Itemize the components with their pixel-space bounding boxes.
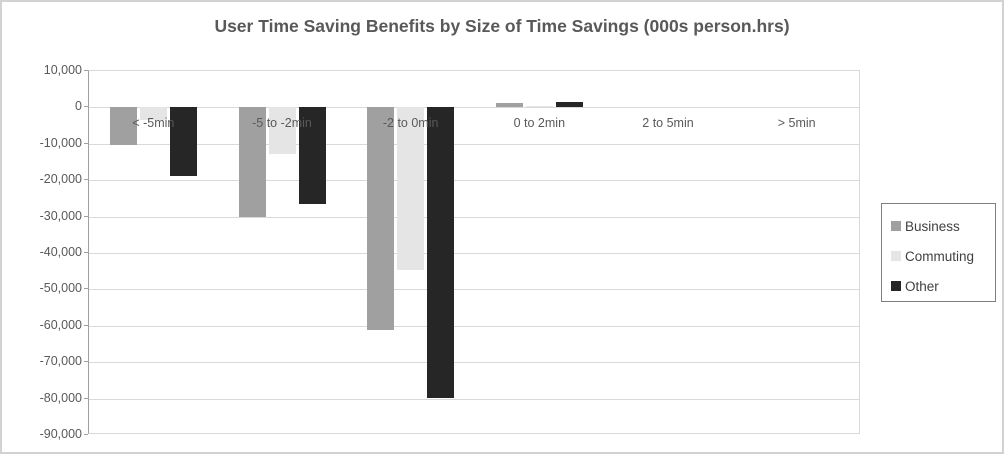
y-tick-mark (84, 252, 88, 253)
y-tick-mark (84, 434, 88, 435)
bar-other-3 (555, 101, 583, 108)
y-tick-mark (84, 106, 88, 108)
bar-commuting-0 (139, 107, 167, 121)
y-tick-mark (84, 324, 88, 326)
y-tick-label: 0 (75, 99, 82, 114)
gridline (89, 253, 859, 254)
y-tick-mark (84, 215, 88, 217)
y-tick-label: -10,000 (39, 135, 82, 150)
gridline (89, 180, 859, 182)
plot-area: < -5min -5 to -2min -2 to 0min 0 to 2min 2 t… (88, 70, 860, 434)
y-tick-label: -30,000 (39, 208, 82, 223)
legend-swatch-commuting (891, 251, 901, 261)
y-tick-label: -80,000 (39, 390, 82, 405)
bar-business-1 (238, 107, 266, 218)
gridline (89, 289, 859, 291)
y-tick-label: -60,000 (39, 317, 82, 332)
y-tick-mark (84, 70, 88, 71)
category-label: > 5min (777, 116, 816, 131)
y-axis: 10,000 0 -10,000 -20,000 -30,000 -40,000 -50,0… (2, 2, 82, 452)
gridline (89, 107, 859, 109)
legend-label: Other (905, 278, 939, 294)
y-tick-label: -70,000 (39, 354, 82, 369)
y-tick-label: -90,000 (39, 427, 82, 441)
category-label: -5 to -2min (252, 116, 312, 131)
bar-commuting-2 (397, 107, 425, 271)
y-tick-label: 10,000 (43, 63, 82, 77)
chart-title: User Time Saving Benefits by Size of Tim… (214, 16, 790, 36)
gridline (89, 398, 859, 400)
gridline (89, 143, 859, 145)
category-label: 0 to 2min (513, 116, 566, 131)
gridline (89, 362, 859, 364)
bar-other-2 (427, 107, 455, 399)
bar-business-3 (495, 103, 523, 108)
gridline (89, 216, 859, 218)
legend-label: Business (905, 218, 960, 234)
gridline (89, 325, 859, 327)
y-tick-label: -50,000 (39, 281, 82, 296)
y-tick-mark (84, 397, 88, 399)
bar-business-0 (109, 107, 137, 146)
bar-commuting-1 (268, 107, 296, 155)
legend-item-business: Business (891, 211, 995, 241)
legend-item-commuting: Commuting (891, 241, 995, 271)
y-tick-mark (84, 179, 88, 181)
y-tick-label: -20,000 (39, 172, 82, 187)
bar-other-1 (298, 107, 326, 205)
legend-swatch-business (891, 221, 901, 231)
bar-commuting-3 (525, 105, 553, 108)
category-label: 2 to 5min (642, 116, 694, 131)
y-tick-mark (84, 288, 88, 290)
legend-label: Commuting (905, 248, 975, 264)
bar-other-0 (169, 107, 197, 176)
y-tick-label: -40,000 (39, 245, 82, 259)
category-label: < -5min (132, 116, 175, 131)
legend: Business Commuting Other (881, 203, 996, 302)
y-tick-mark (84, 142, 88, 144)
y-tick-mark (84, 361, 88, 363)
legend-swatch-other (891, 281, 901, 291)
bar-business-2 (367, 107, 395, 331)
category-label: -2 to 0min (382, 116, 439, 131)
legend-item-other: Other (891, 271, 995, 301)
